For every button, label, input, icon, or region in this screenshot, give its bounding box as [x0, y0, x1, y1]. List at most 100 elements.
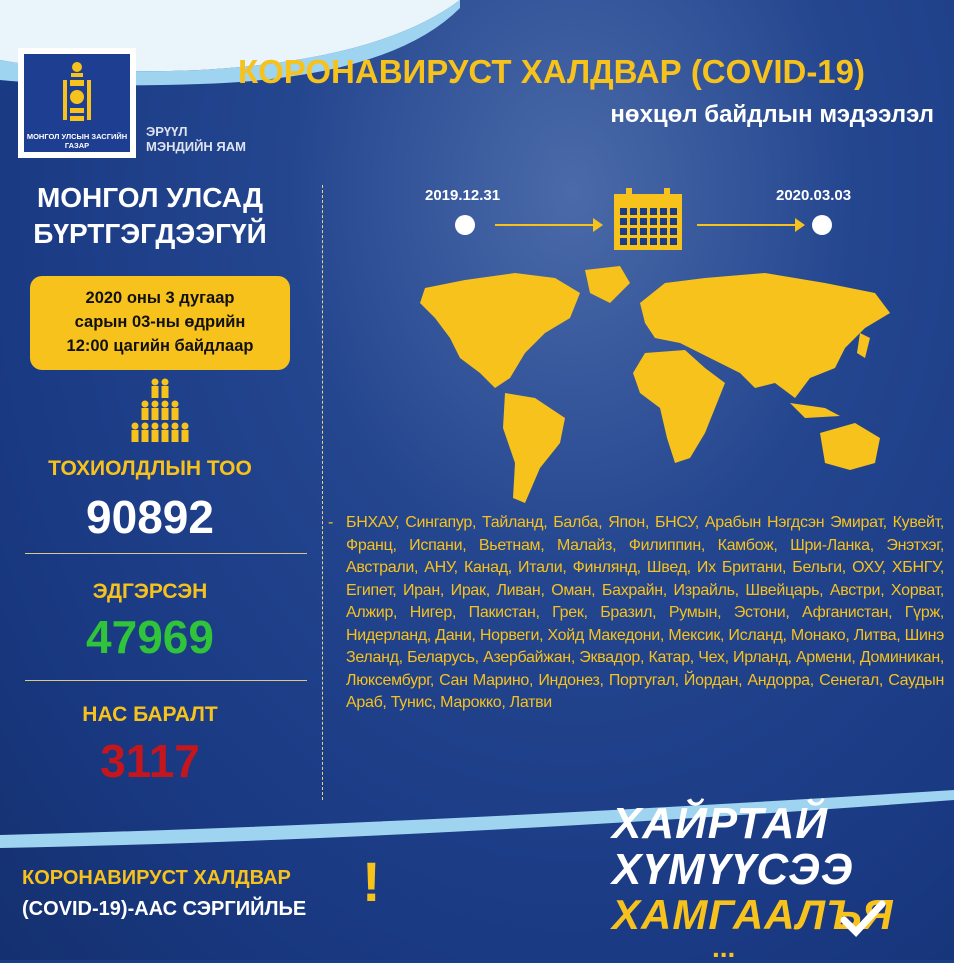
person-body [161, 430, 169, 442]
calendar-icon [614, 188, 682, 250]
person-body [151, 430, 159, 442]
person-head [161, 400, 169, 408]
country-list: - БНХАУ, Сингапур, Тайланд, Балба, Япон,… [328, 512, 944, 715]
deaths-label: НАС БАРАЛТ [82, 703, 218, 726]
calendar-cell [630, 208, 637, 215]
calendar-cell [660, 208, 667, 215]
calendar-cell [620, 238, 627, 245]
heading-line2: БҮРТГЭГДЭЭГҮЙ [33, 218, 267, 249]
slogan-line2: ХҮМҮҮСЭЭ [612, 845, 854, 894]
calendar-cell [670, 218, 677, 225]
list-dash: - [328, 514, 334, 531]
north-america [420, 273, 580, 388]
footer-line2: (COVID-19)-ААС СЭРГИЙЛЬЕ [22, 898, 307, 920]
start-date: 2019.12.31 [425, 187, 501, 204]
calendar-cell [630, 228, 637, 235]
end-dot [812, 215, 832, 235]
arrow-right-icon [495, 224, 597, 226]
cases-label: ТОХИОЛДЛЫН ТОО [48, 457, 252, 480]
slogan-line3: ХАМГААЛЪЯ [612, 891, 894, 938]
ministry-name: ЭРҮҮЛ МЭНДИЙН ЯАМ [146, 124, 246, 154]
arrow-head-icon [593, 218, 603, 232]
person-body [171, 408, 179, 420]
start-dot [455, 215, 475, 235]
page-title: КОРОНАВИРУСТ ХАЛДВАР (COVID-19) [238, 53, 865, 90]
person-head [151, 400, 159, 408]
calendar-cell [620, 228, 627, 235]
arrow-head-icon [795, 218, 805, 232]
checkmark-icon [840, 900, 886, 938]
person-head [151, 378, 159, 386]
calendar-cell [640, 208, 647, 215]
ministry-line1: ЭРҮҮЛ [146, 124, 188, 139]
calendar-cell [660, 228, 667, 235]
indonesia [790, 403, 840, 418]
calendar-cell [650, 238, 657, 245]
cases-count: 90892 [86, 491, 214, 543]
calendar-cell [640, 228, 647, 235]
person-head [141, 422, 149, 430]
person-body [151, 408, 159, 420]
calendar-cell [660, 218, 667, 225]
calendar-cell [650, 208, 657, 215]
as-of-box: 2020 оны 3 дугаар сарын 03-ны өдрийн 12:… [30, 276, 290, 370]
logo-text: МОНГОЛ УЛСЫН ЗАСГИЙН ГАЗАР [26, 132, 128, 150]
recovered-label: ЭДГЭРСЭН [92, 580, 208, 603]
as-of-line2: сарын 03-ны өдрийн [74, 313, 246, 331]
bottom-swoosh [0, 790, 954, 848]
soyombo-emblem-icon [63, 62, 91, 121]
calendar-cell [620, 208, 627, 215]
footer-line1: КОРОНАВИРУСТ ХАЛДВАР [22, 867, 291, 889]
as-of-line3: 12:00 цагийн байдлаар [66, 337, 254, 355]
calendar-cell [630, 238, 637, 245]
calendar-cell [650, 218, 657, 225]
calendar-cell [620, 218, 627, 225]
world-map [420, 266, 890, 503]
person-head [161, 378, 169, 386]
australia [820, 423, 880, 470]
slogan-line1: ХАЙРТАЙ [612, 799, 829, 848]
person-body [131, 430, 139, 442]
calendar-cell [630, 218, 637, 225]
calendar-cell [660, 238, 667, 245]
person-head [131, 422, 139, 430]
calendar-cell [640, 218, 647, 225]
person-body [161, 386, 169, 398]
heading-line1: МОНГОЛ УЛСАД [36, 182, 264, 213]
divider [25, 553, 307, 554]
deaths-count: 3117 [100, 735, 200, 787]
calendar-cell [670, 208, 677, 215]
ellipsis: ... [712, 932, 736, 963]
country-list-text: БНХАУ, Сингапур, Тайланд, Балба, Япон, Б… [346, 514, 944, 711]
calendar-cell [640, 238, 647, 245]
ministry-line2: МЭНДИЙН ЯАМ [146, 139, 246, 154]
government-logo: МОНГОЛ УЛСЫН ЗАСГИЙН ГАЗАР [18, 48, 136, 158]
not-registered-heading: МОНГОЛ УЛСАД БҮРТГЭГДЭЭГҮЙ [0, 180, 300, 252]
person-body [171, 430, 179, 442]
calendar-cell [670, 228, 677, 235]
person-body [161, 408, 169, 420]
calendar-cell [650, 228, 657, 235]
africa [633, 350, 725, 463]
end-date: 2020.03.03 [776, 187, 852, 204]
japan [857, 333, 870, 358]
greenland [585, 266, 630, 303]
person-body [141, 430, 149, 442]
person-head [151, 422, 159, 430]
calendar-cell [670, 238, 677, 245]
person-head [171, 422, 179, 430]
person-head [181, 422, 189, 430]
divider [25, 680, 307, 681]
person-body [141, 408, 149, 420]
people-pyramid-icon [131, 378, 189, 442]
arrow-right-icon [697, 224, 797, 226]
page-subtitle: нөхцөл байдлын мэдээлэл [610, 101, 934, 128]
person-head [161, 422, 169, 430]
exclamation-icon: ! [362, 850, 381, 913]
person-head [171, 400, 179, 408]
person-body [151, 386, 159, 398]
south-america [503, 393, 565, 503]
recovered-count: 47969 [86, 611, 214, 663]
europe-asia [640, 273, 890, 398]
person-head [141, 400, 149, 408]
